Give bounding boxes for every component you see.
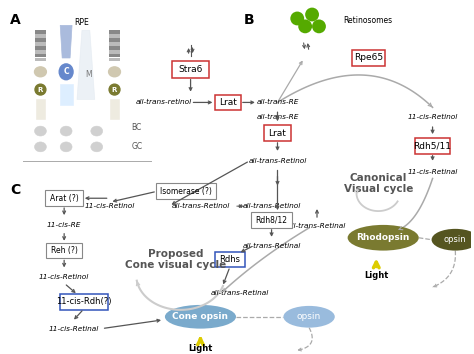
Circle shape (298, 19, 312, 33)
Bar (35, 42, 46, 46)
Text: 11-cis-Rdh(?): 11-cis-Rdh(?) (56, 297, 112, 307)
Bar (109, 38, 120, 42)
Text: all-trans-retinol: all-trans-retinol (136, 99, 192, 105)
Bar (109, 30, 120, 34)
Text: Stra6: Stra6 (178, 65, 203, 74)
Text: all-trans-Retinal: all-trans-Retinal (288, 223, 346, 229)
FancyBboxPatch shape (60, 294, 108, 310)
Text: Arat (?): Arat (?) (50, 194, 79, 203)
Polygon shape (77, 30, 95, 99)
Text: Proposed
Cone visual cycle: Proposed Cone visual cycle (125, 249, 227, 270)
Text: 11-cis-Retinal: 11-cis-Retinal (49, 326, 99, 332)
Bar (109, 58, 120, 62)
Ellipse shape (347, 225, 419, 251)
Ellipse shape (91, 142, 103, 152)
Text: Rdh5/11: Rdh5/11 (414, 141, 452, 150)
Bar (109, 54, 120, 57)
Text: 11-cis-Retinol: 11-cis-Retinol (84, 203, 135, 209)
Text: A: A (10, 12, 20, 27)
Text: Rhodopsin: Rhodopsin (356, 233, 410, 242)
FancyBboxPatch shape (46, 243, 82, 258)
Bar (109, 42, 120, 46)
Ellipse shape (432, 229, 474, 251)
FancyBboxPatch shape (173, 62, 209, 78)
Bar (109, 46, 120, 50)
Text: Reh (?): Reh (?) (51, 246, 78, 255)
Circle shape (312, 19, 326, 33)
Text: BC: BC (131, 122, 142, 132)
Bar (35, 30, 46, 34)
Text: all-trans-Retinol: all-trans-Retinol (248, 158, 307, 164)
Ellipse shape (109, 67, 120, 77)
Text: GC: GC (131, 142, 143, 152)
Text: 11-cis-Retinol: 11-cis-Retinol (39, 274, 89, 280)
Text: B: B (244, 12, 255, 27)
Circle shape (305, 7, 319, 22)
Text: Light: Light (188, 344, 213, 353)
Ellipse shape (35, 67, 46, 77)
Text: Rpe65: Rpe65 (354, 53, 383, 63)
Bar (109, 50, 120, 53)
Bar (35, 54, 46, 57)
Text: all-trans-RE: all-trans-RE (256, 114, 299, 120)
FancyBboxPatch shape (215, 252, 246, 267)
Circle shape (291, 12, 304, 25)
Bar (109, 34, 120, 38)
FancyBboxPatch shape (215, 95, 241, 110)
Bar (60, 84, 73, 105)
Ellipse shape (60, 142, 72, 152)
FancyBboxPatch shape (251, 212, 292, 228)
Text: Light: Light (364, 271, 389, 280)
Polygon shape (60, 25, 72, 58)
Bar (35, 58, 46, 62)
Bar (35, 50, 46, 53)
Text: all-trans-Retinol: all-trans-Retinol (171, 203, 229, 209)
Ellipse shape (283, 306, 335, 328)
Text: 11-cis-Retinol: 11-cis-Retinol (408, 114, 458, 120)
Text: RPE: RPE (74, 18, 89, 27)
Ellipse shape (109, 84, 120, 95)
Ellipse shape (60, 126, 72, 136)
Bar (35, 38, 46, 42)
Text: 11-cis-RE: 11-cis-RE (47, 222, 82, 228)
Ellipse shape (59, 64, 73, 80)
Text: R: R (112, 87, 117, 93)
Text: all-trans-Retinal: all-trans-Retinal (242, 242, 301, 249)
Text: 11-cis-Retinal: 11-cis-Retinal (408, 169, 458, 175)
Text: Canonical
Visual cycle: Canonical Visual cycle (344, 173, 413, 194)
Ellipse shape (35, 142, 46, 152)
FancyBboxPatch shape (352, 50, 385, 66)
Bar (109, 99, 119, 119)
Text: opsin: opsin (444, 235, 466, 244)
Text: Retinosomes: Retinosomes (344, 16, 393, 25)
Ellipse shape (91, 126, 103, 136)
Text: C: C (10, 183, 20, 198)
FancyBboxPatch shape (264, 125, 291, 141)
Text: Lrat: Lrat (269, 129, 286, 138)
Text: Cone opsin: Cone opsin (173, 312, 228, 321)
Ellipse shape (35, 84, 46, 95)
Text: all-trans-RE: all-trans-RE (256, 99, 299, 105)
Bar (36, 99, 46, 119)
Text: M: M (85, 70, 92, 79)
Text: all-trans-Retinol: all-trans-Retinol (242, 203, 301, 209)
Text: Rdh8/12: Rdh8/12 (255, 216, 288, 224)
Text: all-trans-Retinal: all-trans-Retinal (211, 290, 269, 296)
Bar (35, 34, 46, 38)
Bar (35, 46, 46, 50)
Text: Isomerase (?): Isomerase (?) (160, 187, 211, 196)
Text: C: C (64, 67, 69, 76)
FancyBboxPatch shape (155, 183, 216, 199)
Text: opsin: opsin (297, 312, 321, 321)
FancyBboxPatch shape (45, 190, 83, 206)
FancyBboxPatch shape (415, 138, 450, 154)
Text: Rdhs: Rdhs (219, 255, 241, 264)
Text: R: R (38, 87, 43, 93)
Ellipse shape (35, 126, 46, 136)
Ellipse shape (165, 305, 236, 329)
Text: Lrat: Lrat (219, 98, 237, 107)
